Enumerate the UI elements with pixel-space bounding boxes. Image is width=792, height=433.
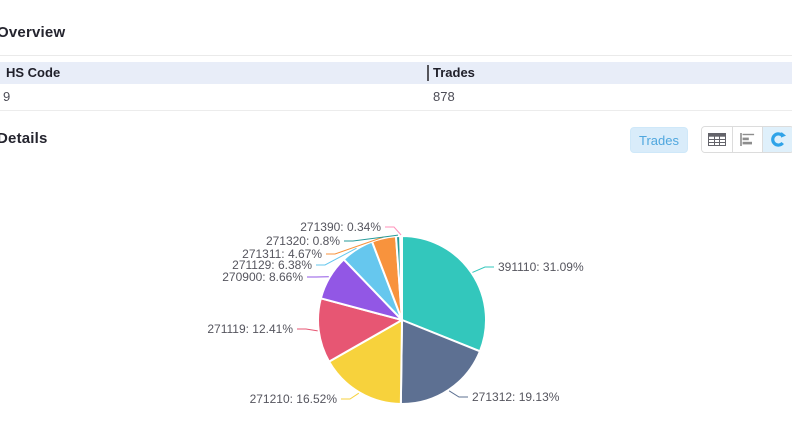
details-title: Details <box>0 130 48 147</box>
refresh-icon <box>770 132 786 147</box>
pie-label-line-271311 <box>326 236 384 255</box>
column-header-trades: Trades <box>433 65 475 80</box>
pie-slice-391110[interactable] <box>401 235 487 353</box>
pie-label-271311: 271311: 4.67% <box>242 247 322 261</box>
pie-label-271119: 271119: 12.41% <box>207 322 293 336</box>
pie-label-270900: 270900: 8.66% <box>222 270 303 284</box>
hs-code-cell: 9 <box>3 89 11 104</box>
overview-title: Overview <box>0 24 66 41</box>
pie-label-line-271119 <box>297 328 318 332</box>
bar-chart-icon <box>740 133 755 146</box>
pie-label-271312: 271312: 19.13% <box>472 390 560 404</box>
refresh-button[interactable] <box>762 127 792 152</box>
pie-slice-271312[interactable] <box>399 319 481 405</box>
pie-label-line-271210 <box>341 392 360 400</box>
column-divider[interactable] <box>427 65 429 81</box>
trades-filter-button[interactable]: Trades <box>630 127 688 153</box>
pie-label-line-271390 <box>385 226 402 236</box>
overview-divider <box>0 55 792 56</box>
pie-chart: 391110: 31.09% 271312: 19.13% 271210: 16.5… <box>207 220 584 406</box>
pie-label-line-271312 <box>448 390 468 398</box>
pie-label-line-391110 <box>472 266 494 273</box>
bar-chart-view-button[interactable] <box>731 127 763 152</box>
column-header-hs-code: HS Code <box>6 65 61 80</box>
trades-cell: 878 <box>433 89 455 104</box>
pie-label-271210: 271210: 16.52% <box>250 392 338 406</box>
pie-label-271390: 271390: 0.34% <box>300 220 381 234</box>
table-header-row: HS Code Trades <box>0 62 792 84</box>
table-row: 9 878 <box>0 84 792 111</box>
pie-label-line-271129 <box>316 247 357 266</box>
pie-slice-271390[interactable] <box>399 235 403 321</box>
pie-label-271129: 271129: 6.38% <box>232 258 312 272</box>
pie-slice-271119[interactable] <box>317 297 403 363</box>
pie-label-391110: 391110: 31.09% <box>498 260 584 274</box>
table-view-button[interactable] <box>702 127 732 152</box>
view-toggle-group <box>701 126 792 153</box>
pie-slice-271210[interactable] <box>328 319 403 405</box>
table-icon <box>707 133 726 146</box>
pie-label-line-271320 <box>344 234 399 242</box>
pie-label-271320: 271320: 0.8% <box>266 234 340 248</box>
